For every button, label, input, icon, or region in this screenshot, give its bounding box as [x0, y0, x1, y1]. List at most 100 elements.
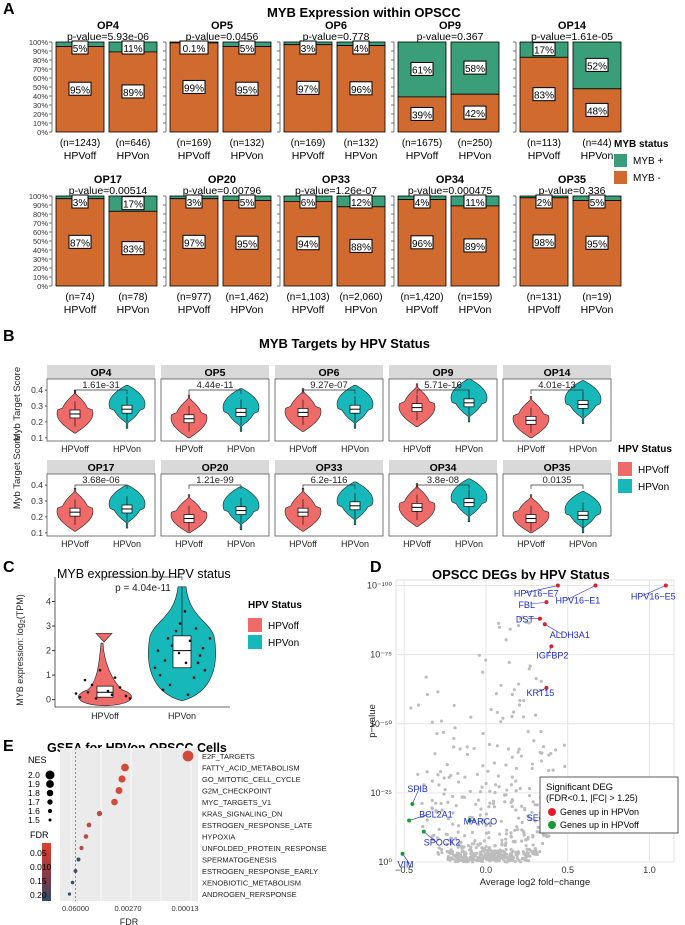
e-pathway-label-SPERMATOGENESIS: SPERMATOGENESIS: [202, 856, 277, 865]
b-OP20-pvalue: 1.21e-99: [196, 475, 234, 486]
b-OP4-bracket: [74, 389, 128, 394]
c-violin-hpvoff-top: [95, 633, 113, 643]
a-OP35-neg-label-0-box: [532, 234, 556, 249]
a-OP9-cat-0: HPVoff: [406, 150, 439, 162]
d-gene-label-MARCO: MARCO: [464, 817, 498, 827]
b-OP17-pvalue: 3.68e-06: [82, 475, 120, 486]
a-OP6-n-0: (n=169): [291, 138, 326, 149]
c-ylabel-tail: (TPM): [15, 594, 25, 619]
c-point-hpvoff: [94, 697, 98, 700]
d-point: [465, 752, 469, 757]
d-point: [515, 856, 519, 860]
c-cat-hpvoff: HPVoff: [91, 711, 119, 721]
a-OP5-n-1: (n=132): [230, 138, 265, 149]
d-point: [501, 716, 505, 720]
e-nes-value: 1.9: [28, 779, 40, 789]
a-OP6-pvalue: p-value=0.778: [303, 31, 370, 43]
d-point: [508, 627, 512, 631]
d-gene-point-KRT15: [544, 685, 549, 690]
d-point: [517, 816, 521, 820]
e-nes-marker: [47, 808, 53, 814]
d-point: [505, 828, 509, 832]
a-OP14-pos-label-1: 52%: [587, 61, 607, 72]
b-OP17-cat-1: HPVon: [113, 539, 141, 549]
d-point: [472, 746, 476, 751]
d-connector-HPV16−E7: [525, 585, 558, 593]
panel-a-label: A: [3, 1, 15, 18]
a-OP5-pvalue: p-value=0.0456: [186, 31, 259, 43]
d-point: [454, 853, 458, 857]
d-point: [497, 621, 501, 625]
e-point-G2M_CHECKPOINT: [115, 787, 123, 794]
d-point: [532, 849, 536, 853]
a-OP20-pos-label-0: 3%: [187, 198, 202, 209]
d-point: [531, 800, 535, 804]
d-point: [459, 844, 463, 848]
d-point: [502, 850, 507, 855]
d-point: [513, 859, 517, 864]
d-point: [504, 837, 508, 841]
a-OP14-title: OP14: [558, 20, 587, 32]
d-point: [515, 825, 519, 829]
d-point: [518, 616, 523, 621]
d-gene-point-IGFBP2: [549, 644, 554, 649]
e-xtick-label: 0.06000: [62, 904, 89, 913]
d-point: [458, 853, 463, 857]
d-point: [436, 837, 440, 841]
a-OP4-n-0: (n=1243): [60, 138, 100, 149]
d-ytick-label: 10⁻⁵⁰: [370, 719, 392, 729]
d-point: [507, 660, 511, 665]
d-point: [488, 789, 492, 793]
b-OP6-title: OP6: [318, 367, 339, 379]
b-OP4-pvalue: 1.61e-31: [82, 380, 120, 391]
a-OP34-pvalue: p-value=0.000475: [408, 185, 493, 197]
d-point: [450, 841, 454, 845]
d-point: [521, 615, 525, 619]
d-point: [420, 801, 424, 806]
e-plot-bg: [60, 748, 198, 901]
a-OP34-neg-label-1-box: [463, 238, 487, 253]
d-point: [538, 750, 542, 755]
c-point-hpvon: [196, 661, 200, 665]
d-point: [487, 848, 491, 852]
a-ytick-label: 100%: [29, 192, 49, 201]
d-point: [476, 798, 481, 802]
b-ytick-label: 0.1: [31, 433, 43, 443]
d-point: [425, 818, 429, 822]
a-ytick-label: 30%: [33, 101, 48, 110]
d-point: [509, 831, 513, 835]
a-OP33-pos-label-0: 6%: [301, 198, 316, 209]
d-point: [478, 790, 483, 794]
b-legend-hpvon-swatch: [618, 479, 632, 493]
d-point: [499, 853, 503, 857]
d-point: [434, 801, 438, 805]
a-OP35-title: OP35: [558, 174, 586, 186]
d-point: [416, 772, 420, 777]
b-ytick-label: 0.2: [31, 417, 43, 427]
d-point: [530, 762, 535, 766]
a-OP33-neg-label-0-box: [296, 236, 320, 251]
e-pathway-label-ANDROGEN_RERSPONSE: ANDROGEN_RERSPONSE: [202, 890, 297, 899]
d-point: [554, 748, 558, 752]
e-point-XENOBIOTIC_METABOLISM: [70, 880, 75, 885]
a-OP6-pos-label-0: 3%: [301, 44, 316, 55]
d-point: [529, 849, 533, 853]
d-ylabel: p−value: [367, 704, 378, 738]
b-OP35-bracket: [530, 484, 584, 489]
d-gene-label-ALDH3A1: ALDH3A1: [550, 630, 590, 640]
b-OP4-strip: [47, 365, 155, 379]
a-OP34-neg-label-0-box: [410, 235, 434, 250]
d-point: [513, 828, 517, 832]
d-point: [469, 845, 473, 849]
a-OP6-cat-0: HPVoff: [292, 150, 325, 162]
a-OP34-cat-0: HPVoff: [406, 304, 439, 316]
c-point-hpvoff: [83, 678, 87, 682]
e-pathway-label-UNFOLDED_PROTEIN_RESPONSE: UNFOLDED_PROTEIN_RESPONSE: [202, 844, 327, 853]
c-point-hpvon: [161, 688, 165, 692]
panel-d-title: OPSCC DEGs by HPV Status: [432, 567, 610, 582]
a-OP35-pos-label-1: 5%: [590, 198, 605, 209]
a-OP4-cat-1: HPVon: [117, 150, 150, 162]
d-point: [477, 653, 481, 657]
c-point-hpvon: [203, 668, 207, 672]
d-point: [503, 843, 508, 847]
